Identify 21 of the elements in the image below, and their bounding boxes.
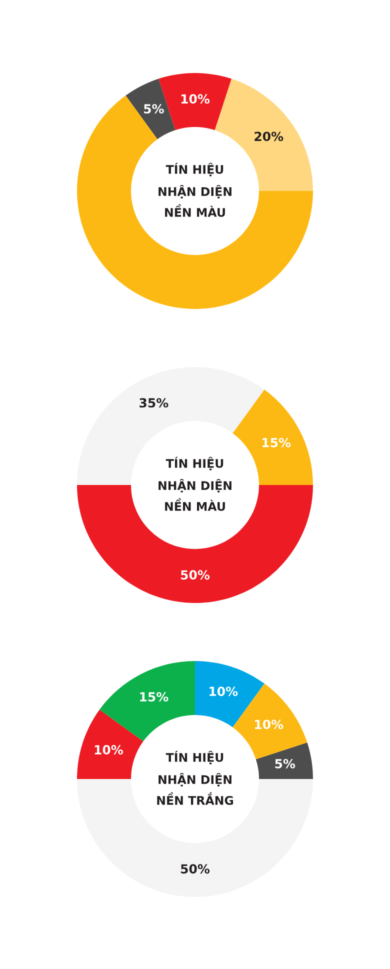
data-label: 10% <box>181 94 210 104</box>
data-label: 10% <box>255 720 284 730</box>
data-label: 15% <box>262 438 291 448</box>
data-label: 5% <box>275 758 296 768</box>
donut-slice <box>77 710 144 779</box>
data-label: 50% <box>181 864 210 874</box>
text: TÍN HIỆU NHẬN DIỆN NỀN TRẮNG <box>157 750 234 805</box>
data-label: 10% <box>210 686 238 696</box>
data-label: 15% <box>140 692 168 702</box>
donut-slice <box>256 742 313 779</box>
data-label: 35% <box>140 398 168 408</box>
donut-slice <box>126 78 176 140</box>
donut-slice <box>77 96 313 309</box>
text: TÍN HIỆU NHẬN DIỆN NỀN MÀU <box>158 456 232 511</box>
data-label: 5% <box>144 104 164 114</box>
data-label: 20% <box>254 132 284 142</box>
data-label: 10% <box>94 745 124 755</box>
text: TÍN HIỆU NHẬN DIỆN NỀN MÀU <box>158 162 232 217</box>
data-label: 50% <box>181 570 210 580</box>
donut-slice <box>100 661 195 742</box>
donut-slice <box>232 390 313 485</box>
